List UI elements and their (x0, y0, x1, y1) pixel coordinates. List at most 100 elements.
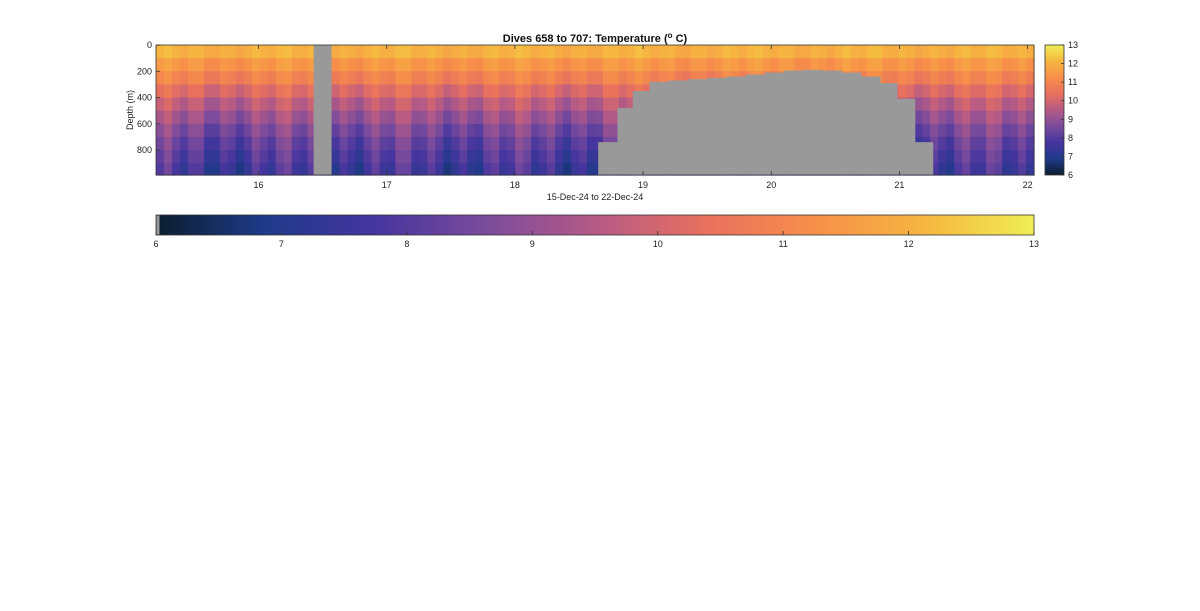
heatmap-cell (227, 163, 237, 176)
heatmap-cell (163, 136, 173, 151)
heatmap-cell (563, 71, 572, 85)
heatmap-cell (618, 97, 628, 112)
heatmap-cell (922, 123, 931, 138)
heatmap-cell (355, 136, 365, 151)
heatmap-cell (227, 71, 237, 85)
heatmap-cell (379, 45, 389, 59)
heatmap-cell (259, 45, 269, 59)
heatmap-cell (235, 84, 245, 99)
heatmap-cell (595, 110, 604, 125)
heatmap-cell (411, 150, 420, 164)
heatmap-cell (156, 163, 165, 176)
heatmap-cell (171, 123, 181, 138)
heatmap-cell (547, 97, 556, 112)
missing-data-below-bottom (914, 142, 934, 175)
plot-frame (155, 44, 1035, 176)
heatmap-cell (187, 110, 197, 125)
heatmap-cell (203, 163, 213, 176)
heatmap-cell (483, 123, 492, 138)
heatmap-cell (427, 150, 436, 164)
heatmap-cell (898, 84, 907, 99)
heatmap-cell (938, 58, 947, 72)
heatmap-cell (299, 97, 309, 112)
heatmap-cell (1002, 163, 1011, 176)
heatmap-cell (339, 58, 349, 72)
heatmap-cell (387, 84, 397, 99)
heatmap-cell (994, 110, 1003, 125)
heatmap-cell (403, 110, 413, 125)
heatmap-cell (970, 45, 979, 59)
heatmap-cell (387, 163, 397, 176)
heatmap-cell (994, 71, 1003, 85)
heatmap-cell (459, 110, 468, 125)
chart-title-end: C) (673, 33, 688, 45)
missing-data-below-bottom (860, 76, 881, 175)
heatmap-cell (618, 84, 628, 99)
heatmap-cell (156, 71, 165, 85)
heatmap-cell (243, 58, 253, 72)
heatmap-cell (156, 45, 165, 59)
heatmap-cell (563, 136, 572, 151)
heatmap-cell (211, 84, 221, 99)
heatmap-cell (882, 58, 891, 72)
heatmap-cell (195, 71, 205, 85)
heatmap-cell (299, 123, 309, 138)
heatmap-cell (682, 71, 692, 85)
missing-data-below-bottom (822, 70, 843, 175)
heatmap-cell (970, 110, 979, 125)
heatmap-cell (507, 84, 516, 99)
heatmap-cell (938, 163, 947, 176)
heatmap-cell (986, 84, 995, 99)
heatmap-cell (938, 150, 947, 164)
heatmap-cell (1010, 136, 1019, 151)
heatmap-cell (499, 136, 508, 151)
heatmap-cell (363, 136, 373, 151)
heatmap-cell (818, 58, 828, 72)
heatmap-cell (579, 84, 588, 99)
heatmap-cell (427, 58, 436, 72)
bottom-colorbar-tick-label: 8 (404, 239, 409, 249)
heatmap-cell (283, 123, 293, 138)
heatmap-cell (491, 163, 500, 176)
heatmap-cell (403, 84, 413, 99)
heatmap-cell (946, 123, 955, 138)
heatmap-cell (163, 45, 173, 59)
heatmap-cell (451, 123, 460, 138)
heatmap-cell (211, 123, 221, 138)
heatmap-cell (531, 136, 540, 151)
y-tick-label: 200 (137, 66, 152, 76)
heatmap-cell (698, 71, 708, 85)
heatmap-cell (235, 123, 245, 138)
heatmap-cell (395, 150, 405, 164)
heatmap-cell (203, 97, 213, 112)
heatmap-cell (219, 110, 229, 125)
heatmap-cell (156, 97, 165, 112)
heatmap-cell (523, 71, 532, 85)
heatmap-cell (363, 45, 373, 59)
heatmap-cell (179, 110, 189, 125)
heatmap-cell (555, 84, 564, 99)
heatmap-cell (187, 45, 197, 59)
heatmap-cell (954, 97, 963, 112)
heatmap-cell (874, 45, 883, 59)
heatmap-cell (970, 84, 979, 99)
heatmap-cell (467, 58, 476, 72)
heatmap-cell (371, 136, 381, 151)
heatmap-cell (179, 123, 189, 138)
heatmap-cell (403, 136, 413, 151)
heatmap-cell (491, 123, 500, 138)
heatmap-cell (379, 150, 389, 164)
heatmap-cell (187, 163, 197, 176)
heatmap-cell (810, 58, 820, 72)
heatmap-cell (722, 58, 732, 72)
missing-data-below-bottom (764, 72, 785, 175)
heatmap-cell (171, 84, 181, 99)
heatmap-cell (587, 84, 596, 99)
heatmap-cell (211, 45, 221, 59)
heatmap-cell (427, 84, 436, 99)
heatmap-cell (1010, 71, 1019, 85)
heatmap-cell (275, 71, 285, 85)
heatmap-cell (634, 45, 644, 59)
heatmap-cell (634, 71, 644, 85)
heatmap-cell (539, 150, 548, 164)
